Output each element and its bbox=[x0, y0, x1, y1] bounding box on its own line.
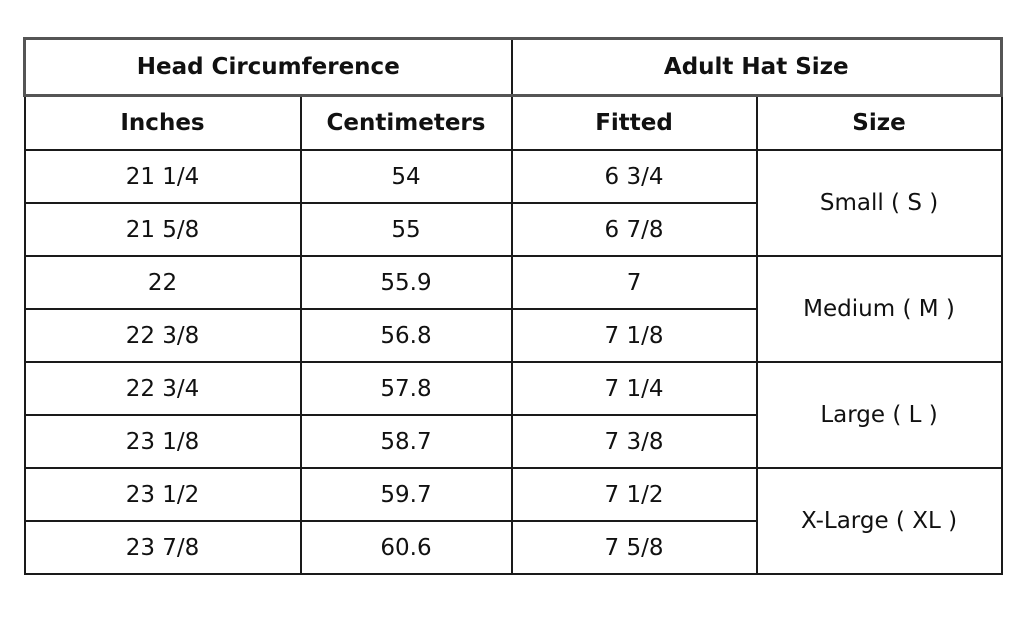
size-column-header: Size bbox=[755, 94, 1003, 151]
inches-cell: 23 1/2 bbox=[23, 467, 302, 522]
table-row: 23 1/2 59.7 7 1/2 X-Large ( XL ) bbox=[23, 467, 1003, 575]
size-cell-x-large: X-Large ( XL ) bbox=[755, 467, 1003, 575]
table-row: 23 7/8 60.6 7 5/8 bbox=[23, 520, 1002, 575]
fitted-cell: 7 3/8 bbox=[510, 414, 758, 469]
fitted-cell: 7 1/2 bbox=[510, 467, 758, 522]
inches-cell: 21 5/8 bbox=[23, 202, 302, 257]
centimeters-cell: 58.7 bbox=[299, 414, 513, 469]
inches-cell: 22 3/8 bbox=[23, 308, 302, 363]
fitted-cell: 6 7/8 bbox=[510, 202, 758, 257]
centimeters-cell: 55 bbox=[299, 202, 513, 257]
fitted-cell: 7 5/8 bbox=[510, 520, 758, 575]
centimeters-column-header: Centimeters bbox=[299, 94, 513, 151]
hat-size-chart-table: Head Circumference Adult Hat Size Inches… bbox=[22, 37, 1004, 575]
size-cell-medium: Medium ( M ) bbox=[755, 255, 1003, 363]
inches-cell: 21 1/4 bbox=[23, 149, 302, 204]
fitted-column-header: Fitted bbox=[510, 94, 758, 151]
size-cell-large: Large ( L ) bbox=[755, 361, 1003, 469]
table-row: 21 1/4 54 6 3/4 Small ( S ) bbox=[23, 149, 1003, 257]
table-row: 22 3/8 56.8 7 1/8 bbox=[23, 308, 1002, 363]
table-row: 23 1/8 58.7 7 3/8 bbox=[23, 414, 1002, 469]
size-cell-small: Small ( S ) bbox=[755, 149, 1003, 257]
centimeters-cell: 60.6 bbox=[299, 520, 513, 575]
head-circumference-header: Head Circumference bbox=[22, 37, 513, 97]
centimeters-cell: 56.8 bbox=[299, 308, 513, 363]
column-header-row: Inches Centimeters Fitted Size bbox=[23, 94, 1003, 151]
inches-cell: 22 bbox=[23, 255, 302, 310]
centimeters-cell: 54 bbox=[299, 149, 513, 204]
fitted-cell: 7 1/8 bbox=[510, 308, 758, 363]
fitted-cell: 7 1/4 bbox=[510, 361, 758, 416]
fitted-cell: 7 bbox=[510, 255, 758, 310]
inches-column-header: Inches bbox=[23, 94, 302, 151]
group-header-row: Head Circumference Adult Hat Size bbox=[22, 37, 1004, 97]
inches-cell: 23 7/8 bbox=[23, 520, 302, 575]
inches-cell: 23 1/8 bbox=[23, 414, 302, 469]
centimeters-cell: 59.7 bbox=[299, 467, 513, 522]
table-row: 22 55.9 7 Medium ( M ) bbox=[23, 255, 1003, 363]
centimeters-cell: 55.9 bbox=[299, 255, 513, 310]
inches-cell: 22 3/4 bbox=[23, 361, 302, 416]
fitted-cell: 6 3/4 bbox=[510, 149, 758, 204]
adult-hat-size-header: Adult Hat Size bbox=[510, 37, 1004, 97]
table-row: 22 3/4 57.8 7 1/4 Large ( L ) bbox=[23, 361, 1003, 469]
table-row: 21 5/8 55 6 7/8 bbox=[23, 202, 1002, 257]
centimeters-cell: 57.8 bbox=[299, 361, 513, 416]
